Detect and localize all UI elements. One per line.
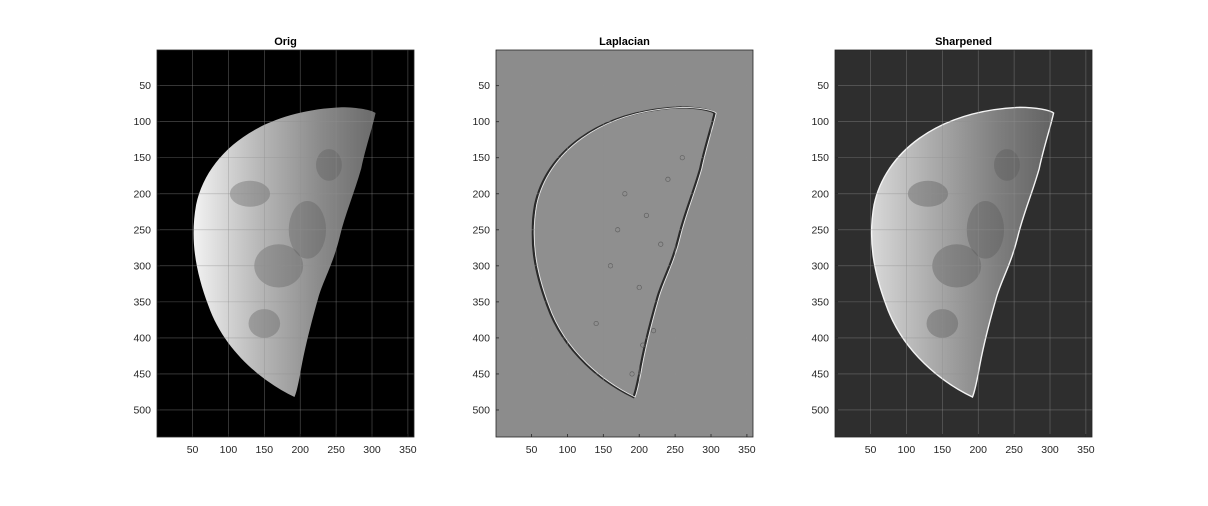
- x-tick-label: 350: [738, 444, 756, 456]
- y-tick-label: 150: [133, 152, 151, 164]
- moon-surface: [871, 107, 1054, 398]
- y-tick-label: 200: [133, 188, 151, 200]
- x-tick-label: 300: [702, 444, 720, 456]
- y-tick-label: 350: [811, 296, 829, 308]
- x-tick-label: 200: [969, 444, 987, 456]
- x-tick-label: 150: [934, 444, 952, 456]
- y-tick-label: 400: [811, 332, 829, 344]
- y-tick-label: 200: [811, 188, 829, 200]
- x-tick-label: 200: [291, 444, 309, 456]
- crater-mark: [658, 241, 664, 247]
- y-tick-label: 100: [472, 116, 490, 128]
- y-tick-label: 500: [811, 404, 829, 416]
- x-tick-label: 150: [256, 444, 274, 456]
- panel-title: Sharpened: [935, 36, 992, 48]
- moon-mare: [316, 149, 342, 181]
- y-tick-label: 450: [472, 368, 490, 380]
- y-tick-label: 300: [472, 260, 490, 272]
- crater-mark: [665, 176, 671, 182]
- y-tick-label: 400: [472, 332, 490, 344]
- y-tick-label: 350: [472, 296, 490, 308]
- y-tick-label: 300: [133, 260, 151, 272]
- x-tick-label: 50: [187, 444, 199, 456]
- panel-sharpened: Sharpened 50 100 150 200 250 300 350 50 100 150 20…: [811, 36, 1094, 456]
- panel-title: Laplacian: [599, 36, 650, 48]
- crater-mark: [640, 342, 646, 348]
- axes-box: [495, 49, 754, 438]
- y-tick-label: 150: [472, 152, 490, 164]
- x-tick-label: 250: [666, 444, 684, 456]
- y-tick-label: 500: [472, 404, 490, 416]
- x-tick-label: 50: [865, 444, 877, 456]
- y-tick-label: 400: [133, 332, 151, 344]
- axes-box: [834, 49, 1093, 438]
- x-tick-label: 200: [630, 444, 648, 456]
- x-tick-label: 350: [1077, 444, 1095, 456]
- y-tick-label: 100: [133, 116, 151, 128]
- x-tick-label: 100: [898, 444, 916, 456]
- x-tick-label: 150: [595, 444, 613, 456]
- x-tick-label: 300: [1041, 444, 1059, 456]
- y-tick-label: 450: [811, 368, 829, 380]
- y-tick-label: 450: [133, 368, 151, 380]
- y-tick-label: 50: [139, 80, 151, 92]
- x-tick-label: 50: [526, 444, 538, 456]
- panel-orig: Orig 50 100 150 200 250 300 350 50 100 150 200 250 3…: [133, 36, 416, 456]
- panel-title: Orig: [274, 36, 297, 48]
- x-tick-label: 100: [220, 444, 238, 456]
- y-tick-label: 150: [811, 152, 829, 164]
- x-tick-label: 250: [327, 444, 345, 456]
- y-tick-label: 500: [133, 404, 151, 416]
- crater-mark: [643, 212, 649, 218]
- y-tick-label: 50: [817, 80, 829, 92]
- x-tick-label: 350: [399, 444, 417, 456]
- crater-mark: [593, 320, 599, 327]
- y-tick-label: 50: [478, 80, 490, 92]
- panel-laplacian: Laplacian 50 100 150 200 250 300 350 50 100 150 20…: [472, 36, 755, 456]
- y-tick-label: 200: [472, 188, 490, 200]
- x-tick-label: 100: [559, 444, 577, 456]
- y-tick-label: 250: [472, 224, 490, 236]
- x-tick-label: 300: [363, 444, 381, 456]
- axes-box: [156, 49, 415, 438]
- y-tick-label: 100: [811, 116, 829, 128]
- crater-mark: [651, 328, 657, 334]
- x-tick-label: 250: [1005, 444, 1023, 456]
- y-tick-label: 250: [133, 224, 151, 236]
- moon-surface: [193, 107, 376, 398]
- y-tick-label: 350: [133, 296, 151, 308]
- y-tick-label: 300: [811, 260, 829, 272]
- moon-mare: [994, 149, 1020, 181]
- y-tick-label: 250: [811, 224, 829, 236]
